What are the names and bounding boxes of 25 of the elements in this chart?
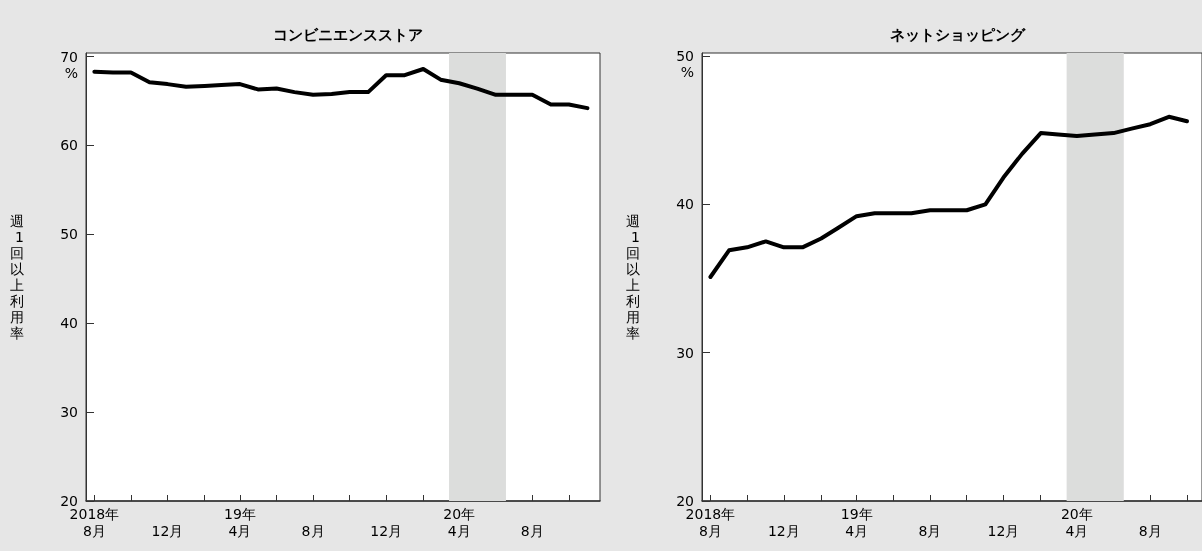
y-tick-label: 40 (60, 315, 78, 332)
y-tick-label: 60 (60, 137, 78, 154)
y-tick-label: 30 (60, 404, 78, 421)
y-axis-title: 週1回以上利用率 (626, 213, 640, 341)
x-tick-label: 20年 4月 (443, 505, 476, 539)
x-tick-label: 8月 (918, 522, 942, 539)
x-tick-label: 8月 (1138, 522, 1162, 539)
x-tick-label: 8月 (301, 522, 325, 539)
x-tick-label: 12月 (767, 522, 800, 539)
y-tick-label: 50 % (676, 47, 694, 80)
chart-title: コンビニエンスストア (273, 25, 423, 44)
x-tick-label: 19年 4月 (224, 505, 256, 539)
y-tick-label: 50 (60, 226, 78, 243)
x-tick-label: 20年 4月 (1060, 505, 1093, 539)
y-tick-label: 40 (676, 196, 694, 213)
x-tick-label: 12月 (987, 522, 1020, 539)
x-tick-label: 19年 4月 (840, 505, 873, 539)
chart-title: ネットショッピング (889, 25, 1026, 44)
line-series (92, 67, 590, 111)
y-tick-label: 30 (676, 344, 694, 361)
x-tick-label: 8月 (520, 522, 544, 539)
x-tick-label: 12月 (370, 522, 403, 539)
x-tick-label: 12月 (151, 522, 184, 539)
y-axis-title: 週1回以上利用率 (10, 213, 24, 341)
y-tick-label: 70 % (60, 48, 78, 81)
